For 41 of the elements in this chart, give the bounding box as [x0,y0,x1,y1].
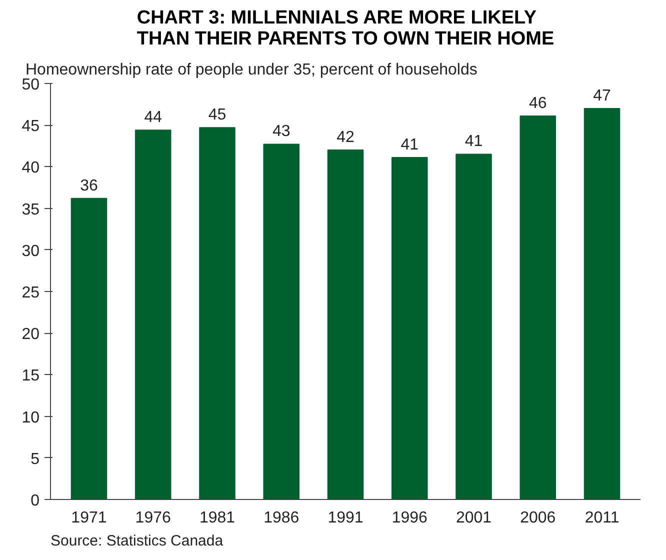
y-tick-label: 35 [22,201,40,218]
data-label: 42 [336,129,354,146]
x-tick-label: 2001 [456,510,492,526]
bar [456,154,492,500]
x-tick-label: 1991 [328,510,364,526]
bar [70,198,108,500]
data-label: 46 [528,94,547,112]
data-label: 44 [144,109,162,126]
data-label: 45 [208,106,226,124]
bar [327,150,364,500]
bar [199,127,236,500]
y-tick-label: 5 [30,450,40,468]
data-label: 43 [272,123,290,140]
y-tick-label: 20 [22,326,40,344]
x-tick-label: 1971 [71,510,107,526]
chart-title: CHART 3: MILLENNIALS ARE MORE LIKELY THAN THEIR PARENTS TO OWN THEIR HOME [136,8,554,50]
bar [520,115,556,500]
x-tick-label: 1986 [264,510,300,526]
x-tick-label: 1981 [199,510,236,526]
data-label: 47 [593,87,612,104]
x-tick-label: 2006 [520,510,556,526]
x-tick-label: 1996 [392,510,428,526]
data-label: 41 [400,136,419,154]
y-tick-label: 0 [30,492,40,510]
y-tick-label: 45 [22,118,40,136]
bar [263,144,300,500]
x-tick-label: 2011 [584,510,620,526]
bar [391,157,428,500]
x-tick-label: 1976 [135,510,172,526]
y-tick-label: 30 [22,242,40,260]
y-tick-label: 40 [22,160,40,177]
source-note: Source: Statistics Canada [50,532,224,550]
chart-subtitle: Homeownership rate of people under 35; percent of households [26,62,478,78]
y-tick-label: 50 [22,76,40,94]
y-tick-label: 10 [22,409,40,426]
bar [584,108,620,500]
data-label: 36 [80,177,98,194]
bar [134,130,172,500]
data-label: 41 [464,133,483,150]
y-tick-label: 15 [22,368,40,385]
y-tick-label: 25 [22,284,40,302]
